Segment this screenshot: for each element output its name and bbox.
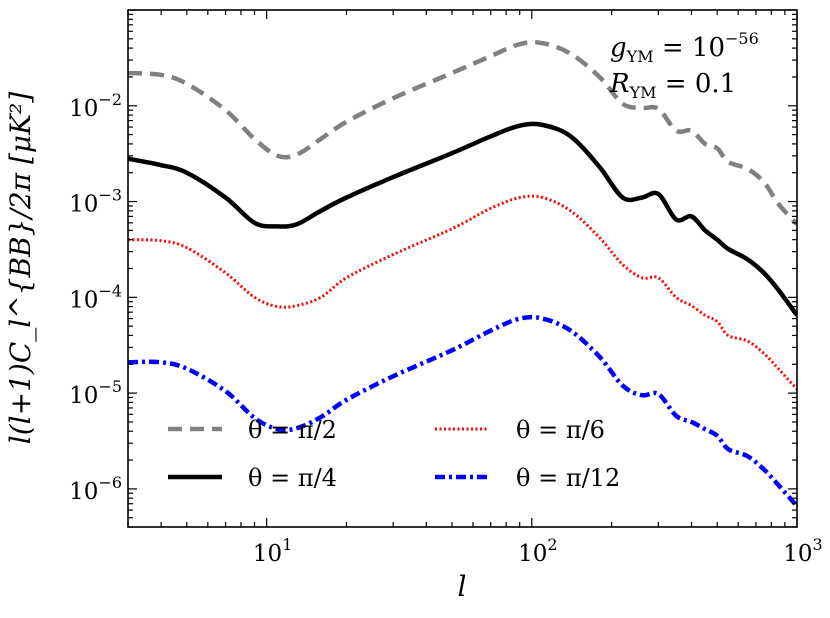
y-tick-label: 10−4 — [69, 281, 122, 313]
y-tick-label: 10−5 — [69, 377, 122, 409]
y-tick-label: 10−6 — [69, 473, 122, 505]
series-line-0 — [128, 39, 797, 226]
radius-annotation: RYM = 0.1 — [609, 69, 736, 102]
x-tick-label: 101 — [253, 535, 292, 567]
parameter-annotation: gYM = 10−56 RYM = 0.1 — [609, 29, 759, 102]
series-layer — [128, 39, 797, 508]
series-line-2 — [128, 194, 797, 391]
legend-label-pi-6: θ = π/6 — [516, 416, 605, 444]
series-line-1 — [128, 121, 797, 317]
legend-label-pi-4: θ = π/4 — [248, 464, 337, 492]
ticks-layer: 101 102 103 10−6 10−5 10−4 10−3 10−2 — [69, 9, 823, 567]
legend-label-pi-12: θ = π/12 — [516, 464, 620, 492]
x-tick-label: 103 — [783, 535, 822, 567]
y-tick-label: 10−2 — [69, 90, 122, 122]
x-axis-label: l — [458, 570, 467, 603]
y-tick-label: 10−3 — [69, 186, 122, 218]
y-axis-label: l(l+1)C_l^{BB}/2π [μK²] — [4, 92, 37, 444]
x-tick-label: 102 — [518, 535, 557, 567]
coupling-annotation: gYM = 10−56 — [610, 29, 759, 66]
legend: θ = π/2 θ = π/4 θ = π/6 θ = π/12 — [168, 416, 620, 492]
legend-label-pi-2: θ = π/2 — [248, 416, 337, 444]
